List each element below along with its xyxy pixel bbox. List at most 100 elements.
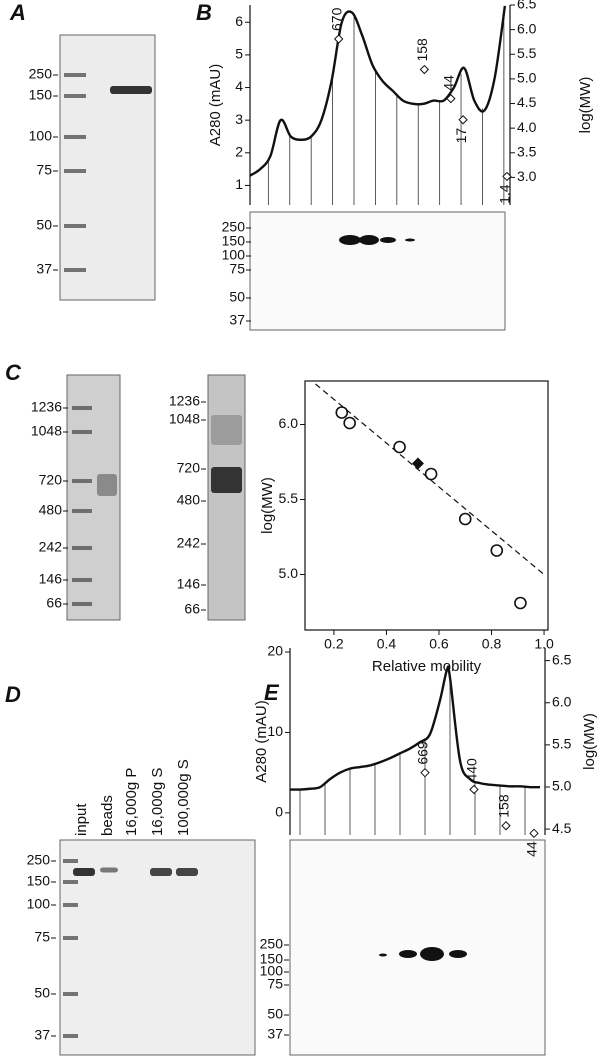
standard-label: 17 <box>453 128 469 144</box>
standard-label: 1.4 <box>497 184 513 204</box>
point <box>335 406 349 419</box>
marker-label: 150 <box>222 233 246 249</box>
x-tick-label: 0.6 <box>429 636 449 652</box>
gel <box>207 374 246 621</box>
standard-marker <box>458 115 468 125</box>
panel-letter: A <box>9 0 26 25</box>
y-tick-label: 5.0 <box>279 565 299 581</box>
sample-band <box>176 868 198 876</box>
chromatogram-line <box>289 665 541 791</box>
point <box>514 596 527 610</box>
blot-band <box>339 235 361 245</box>
panel-letter: C <box>5 360 22 385</box>
ladder-band <box>72 406 92 410</box>
ladder-band <box>72 578 92 582</box>
blot-band <box>359 235 379 245</box>
blot-band <box>405 238 415 242</box>
y-tick-label: 10 <box>267 723 283 739</box>
standard-marker <box>501 821 511 831</box>
ladder-band <box>64 135 86 139</box>
lane-label: input <box>73 803 90 836</box>
marker-label: 1236 <box>31 399 62 415</box>
y-tick-label: 6 <box>235 13 243 29</box>
y-tick-label: 5.5 <box>279 490 299 506</box>
panel-letter: D <box>5 682 21 707</box>
marker-label: 480 <box>39 502 63 518</box>
marker-label: 1236 <box>169 393 200 409</box>
standard-label: 44 <box>524 841 540 857</box>
marker-label: 100 <box>27 896 51 912</box>
y-tick-label: 1 <box>235 176 243 192</box>
ladder-band <box>72 509 92 513</box>
marker-label: 75 <box>34 929 50 945</box>
y2-tick-label: 5.0 <box>517 70 537 86</box>
standard-marker <box>333 34 344 44</box>
marker-label: 150 <box>29 87 53 103</box>
marker-label: 37 <box>34 1027 50 1043</box>
blot-band <box>380 237 396 243</box>
marker-label: 50 <box>229 289 245 305</box>
y-tick-label: 0 <box>275 804 283 820</box>
marker-label: 1048 <box>31 423 62 439</box>
point <box>424 467 438 481</box>
marker-label: 66 <box>46 595 62 611</box>
plot-frame <box>304 380 549 631</box>
gel <box>59 34 156 301</box>
marker-label: 480 <box>177 492 201 508</box>
blot-band <box>420 947 444 961</box>
standard-marker <box>529 828 539 839</box>
ladder-band <box>72 546 92 550</box>
y-axis-title: A280 (mAU) <box>207 64 224 147</box>
marker-label: 100 <box>29 128 53 144</box>
panel-letter: E <box>264 680 280 705</box>
y-tick-label: 6.0 <box>279 415 299 431</box>
x-tick-label: 0.2 <box>324 636 344 652</box>
ladder-band <box>64 73 86 77</box>
x-tick-label: 0.4 <box>377 636 397 652</box>
sample-band <box>73 868 95 876</box>
marker-label: 250 <box>260 936 284 952</box>
marker-label: 100 <box>222 247 246 263</box>
y-tick-label: 2 <box>235 144 243 160</box>
marker-label: 250 <box>27 852 51 868</box>
blot-band <box>449 950 467 958</box>
y2-tick-label: 3.0 <box>517 168 537 184</box>
ladder-band <box>63 903 78 907</box>
marker-label: 150 <box>260 951 284 967</box>
marker-label: 1048 <box>169 411 200 427</box>
marker-label: 66 <box>184 601 200 617</box>
marker-label: 37 <box>267 1026 283 1042</box>
lane-label: 100,000g S <box>175 759 192 836</box>
standard-label: 158 <box>496 794 512 818</box>
y2-axis-title: log(MW) <box>577 77 594 134</box>
marker-label: 150 <box>27 873 51 889</box>
y2-axis-title: log(MW) <box>581 713 598 770</box>
y-axis-title: A280 (mAU) <box>253 700 270 783</box>
sample-band <box>211 467 242 493</box>
point <box>393 440 406 454</box>
ladder-band <box>63 992 78 996</box>
y2-tick-label: 6.0 <box>552 693 572 709</box>
standard-label: 440 <box>464 758 480 782</box>
blot-band <box>379 953 387 957</box>
y-tick-label: 20 <box>267 643 283 659</box>
standard-marker <box>420 767 430 778</box>
standard-marker <box>502 171 512 182</box>
y-axis-title: log(MW) <box>259 477 276 534</box>
marker-label: 50 <box>34 985 50 1001</box>
sample-band <box>97 474 117 496</box>
standard-marker <box>419 64 430 75</box>
y2-tick-label: 6.0 <box>517 20 537 36</box>
y-tick-label: 3 <box>235 111 243 127</box>
marker-label: 50 <box>267 1006 283 1022</box>
ladder-band <box>72 602 92 606</box>
gel <box>66 374 121 621</box>
marker-label: 75 <box>267 976 283 992</box>
y2-tick-label: 5.5 <box>517 45 537 61</box>
sample-band <box>110 86 152 94</box>
marker-label: 242 <box>39 539 63 555</box>
lane-label: 16,000g S <box>149 768 166 836</box>
ladder-band <box>63 859 78 863</box>
point <box>343 416 356 430</box>
